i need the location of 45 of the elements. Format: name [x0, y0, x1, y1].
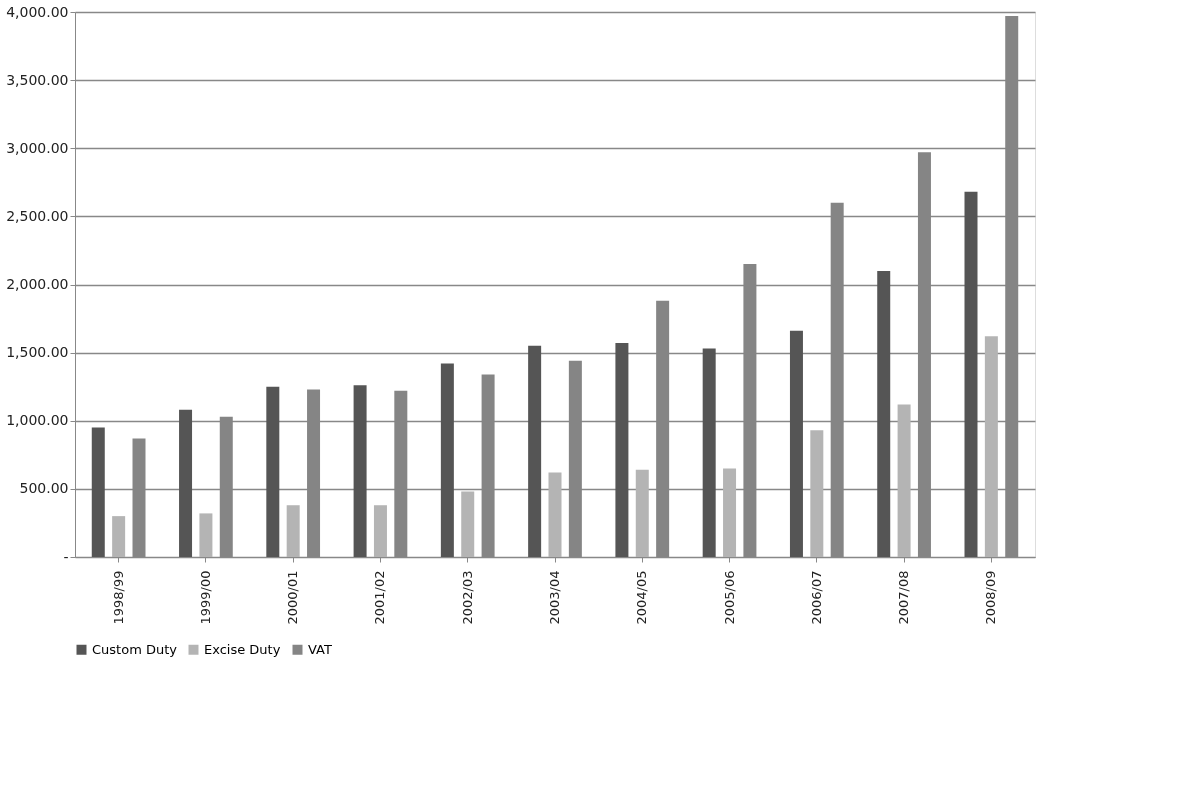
x-tick-label: 2004/05 [634, 570, 650, 625]
x-tick-label: 2005/06 [721, 570, 737, 625]
y-tick-label: - [63, 548, 69, 565]
bar [615, 343, 629, 557]
bar [984, 336, 998, 557]
bar [353, 385, 367, 557]
y-tick-label: 3,000.00 [6, 139, 69, 156]
y-tick-label: 1,000.00 [6, 412, 69, 429]
y-tick-label: 4,000.00 [6, 3, 69, 20]
bar [286, 505, 300, 557]
bar [91, 427, 105, 557]
y-tick-label: 500.00 [19, 480, 69, 497]
bar [789, 330, 803, 557]
bar [964, 191, 978, 557]
y-tick-label: 3,500.00 [6, 71, 69, 88]
y-tick-label: 2,000.00 [6, 276, 69, 292]
bar [266, 386, 280, 557]
x-tick-label: 1999/00 [197, 570, 213, 625]
bar [635, 469, 649, 557]
bar [112, 516, 126, 557]
legend-label: VAT [308, 641, 332, 657]
bar [373, 505, 387, 557]
bar [877, 270, 891, 557]
x-tick-label: 2008/09 [983, 570, 999, 625]
bar [528, 345, 542, 557]
x-tick-label: 2000/01 [285, 570, 301, 625]
legend-label: Custom Duty [92, 641, 178, 657]
x-tick-label: 2007/08 [896, 570, 912, 625]
legend-label: Excise Duty [204, 641, 281, 657]
x-tick-label: 1998/99 [110, 570, 126, 625]
x-tick-label: 2003/04 [547, 570, 562, 625]
bar [723, 468, 737, 557]
y-tick-label: 2,500.00 [6, 207, 69, 224]
bar [548, 472, 562, 557]
bar [179, 409, 193, 557]
bar [440, 363, 454, 557]
x-tick-label: 2002/03 [459, 570, 475, 625]
x-tick-label: 2006/07 [808, 570, 824, 625]
x-tick-label: 2001/02 [372, 570, 388, 625]
bar [461, 491, 475, 557]
bar [897, 404, 911, 557]
bar [199, 513, 213, 557]
bar [702, 348, 716, 557]
bar [810, 430, 824, 557]
y-tick-label: 1,500.00 [6, 344, 69, 361]
